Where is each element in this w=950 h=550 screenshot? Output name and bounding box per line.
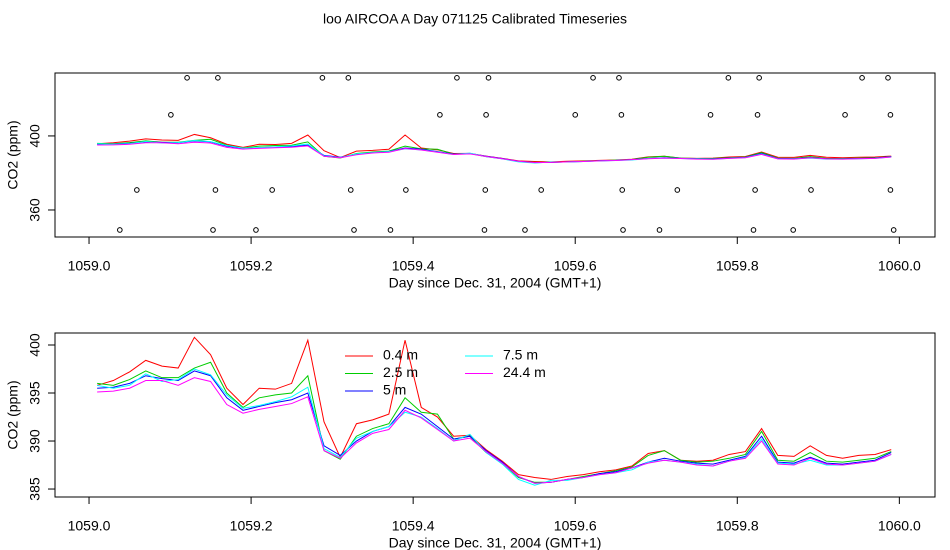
legend-label: 24.4 m xyxy=(503,364,546,380)
x-tick-label: 1059.6 xyxy=(554,518,597,534)
x-tick-label: 1059.2 xyxy=(230,518,273,534)
calibration-point xyxy=(215,75,221,81)
x-tick-label: 1059.0 xyxy=(68,518,111,534)
calibration-point xyxy=(387,227,394,233)
calibration-point xyxy=(347,187,354,193)
x-tick-label: 1059.8 xyxy=(716,258,759,274)
calibration-point xyxy=(707,112,714,118)
calibration-point xyxy=(618,112,625,118)
calibration-point xyxy=(253,227,259,233)
calibration-point xyxy=(725,75,732,81)
calibration-point xyxy=(482,187,489,193)
calibration-point xyxy=(656,227,663,233)
y-tick-label: 390 xyxy=(27,429,43,453)
series-line xyxy=(97,370,892,484)
calibration-point xyxy=(134,187,140,193)
calibration-point xyxy=(345,75,352,81)
x-axis-label: Day since Dec. 31, 2004 (GMT+1) xyxy=(389,275,602,291)
calibration-point xyxy=(887,112,894,118)
y-axis-label: CO2 (ppm) xyxy=(5,120,21,189)
calibration-point xyxy=(522,227,528,233)
x-tick-label: 1059.2 xyxy=(230,258,273,274)
calibration-point xyxy=(269,187,275,193)
calibration-point xyxy=(754,112,761,118)
calibration-point xyxy=(842,112,848,118)
x-axis-label: Day since Dec. 31, 2004 (GMT+1) xyxy=(389,535,602,550)
x-tick-label: 1059.4 xyxy=(392,518,435,534)
y-tick-label: 400 xyxy=(27,124,43,148)
y-tick-label: 400 xyxy=(27,333,43,357)
calibration-point xyxy=(212,187,219,193)
calibration-point xyxy=(887,187,894,193)
x-tick-label: 1059.6 xyxy=(554,258,597,274)
series-line xyxy=(96,336,892,480)
calibration-point xyxy=(859,75,865,81)
x-tick-label: 1060.0 xyxy=(878,258,921,274)
calibration-point xyxy=(437,112,443,118)
calibration-point xyxy=(750,227,757,233)
y-tick-label: 395 xyxy=(27,381,43,405)
x-tick-label: 1059.4 xyxy=(392,258,435,274)
calibration-point xyxy=(590,75,596,81)
calibration-point xyxy=(790,227,796,233)
calibration-point xyxy=(808,187,814,193)
calibration-point xyxy=(674,187,681,193)
calibration-point xyxy=(168,112,174,118)
calibration-point xyxy=(572,112,579,118)
calibration-point xyxy=(351,227,357,233)
calibration-point xyxy=(538,187,544,193)
calibration-point xyxy=(485,75,492,81)
calibration-point xyxy=(619,187,626,193)
calibration-point xyxy=(620,227,626,233)
series-line xyxy=(97,141,892,164)
y-axis-label: CO2 (ppm) xyxy=(5,380,21,449)
calibration-point xyxy=(752,187,758,193)
series-line xyxy=(97,377,892,484)
legend-label: 7.5 m xyxy=(503,347,538,363)
calibration-point xyxy=(210,227,216,233)
legend-label: 0.4 m xyxy=(383,347,418,363)
series-line xyxy=(97,368,892,486)
calibration-point xyxy=(890,227,897,233)
legend-label: 2.5 m xyxy=(383,364,418,380)
calibration-point xyxy=(184,75,190,81)
x-tick-label: 1059.0 xyxy=(68,258,111,274)
y-tick-label: 360 xyxy=(27,198,43,222)
calibration-point xyxy=(756,75,762,81)
legend-label: 5 m xyxy=(383,382,406,398)
calibration-point xyxy=(616,75,622,81)
chart-title: loo AIRCOA A Day 071125 Calibrated Times… xyxy=(323,11,627,27)
calibration-point xyxy=(481,227,488,233)
x-tick-label: 1059.8 xyxy=(716,518,759,534)
calibration-point xyxy=(117,227,123,233)
calibration-point xyxy=(454,75,460,81)
x-tick-label: 1060.0 xyxy=(878,518,921,534)
calibration-point xyxy=(483,112,489,118)
y-tick-label: 385 xyxy=(27,477,43,501)
calibration-point xyxy=(403,187,409,193)
calibration-point xyxy=(885,75,891,81)
calibration-point xyxy=(319,75,326,81)
